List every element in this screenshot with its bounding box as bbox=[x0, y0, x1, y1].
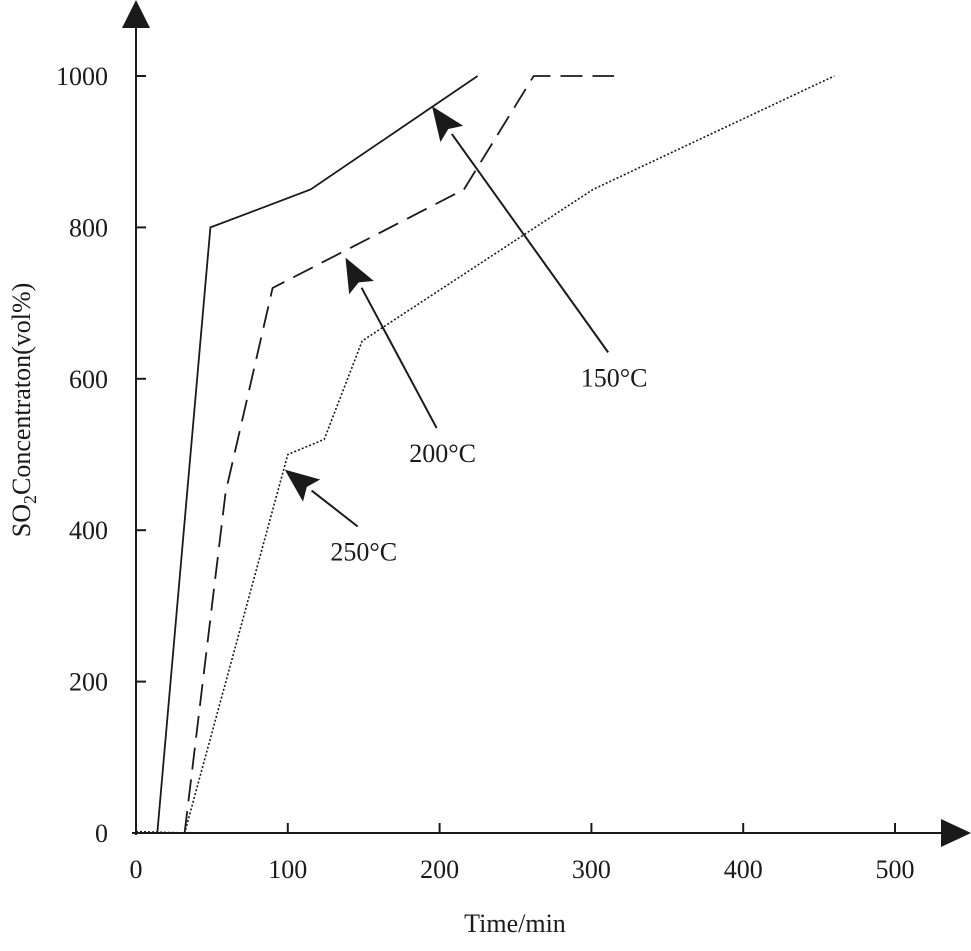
x-tick-label: 500 bbox=[876, 855, 915, 884]
y-axis-label-subscript: 2 bbox=[20, 495, 40, 504]
series-layer bbox=[135, 75, 835, 834]
y-axis-label-suffix: Concentraton(vol%) bbox=[7, 283, 36, 495]
x-tick-label: 0 bbox=[130, 855, 143, 884]
y-axis-label: SO2Concentraton(vol%) bbox=[7, 283, 40, 538]
annotation-label: 200°C bbox=[409, 439, 476, 468]
y-tick-label: 200 bbox=[69, 668, 108, 697]
arrowhead-icon bbox=[284, 469, 321, 502]
y-tick-label: 800 bbox=[69, 213, 108, 242]
annotation-arrow-line bbox=[450, 133, 609, 353]
arrowhead-icon bbox=[345, 257, 374, 295]
x-tick-label: 300 bbox=[572, 855, 611, 884]
annotation-label: 250°C bbox=[330, 537, 397, 566]
x-tick-label: 400 bbox=[724, 855, 763, 884]
series-line-250c bbox=[135, 75, 835, 834]
x-tick-label: 100 bbox=[268, 855, 307, 884]
annotation-label: 150°C bbox=[581, 363, 648, 392]
y-axis-arrow-icon bbox=[122, 0, 150, 28]
series-line-200c bbox=[183, 75, 615, 834]
annotation-layer: 150°C 200°C 250°C bbox=[284, 106, 648, 566]
x-axis-label: Time/min bbox=[464, 909, 566, 938]
annotation-arrow-line bbox=[360, 287, 438, 429]
arrowhead-icon bbox=[432, 106, 464, 143]
y-tick-label: 1000 bbox=[56, 62, 108, 91]
series-line-150c bbox=[156, 75, 479, 834]
axis-labels: Time/min SO2Concentraton(vol%) bbox=[7, 283, 566, 938]
y-tick-label: 400 bbox=[69, 516, 108, 545]
annotation-arrow-line bbox=[310, 489, 359, 528]
x-tick-label: 200 bbox=[420, 855, 459, 884]
y-tick-label: 600 bbox=[69, 365, 108, 394]
axes: 0 200 400 600 800 1000 0 100 200 300 400 500 bbox=[56, 0, 971, 884]
y-axis-label-prefix: SO bbox=[7, 504, 36, 537]
x-axis-arrow-icon bbox=[941, 819, 971, 847]
y-tick-label: 0 bbox=[95, 819, 108, 848]
